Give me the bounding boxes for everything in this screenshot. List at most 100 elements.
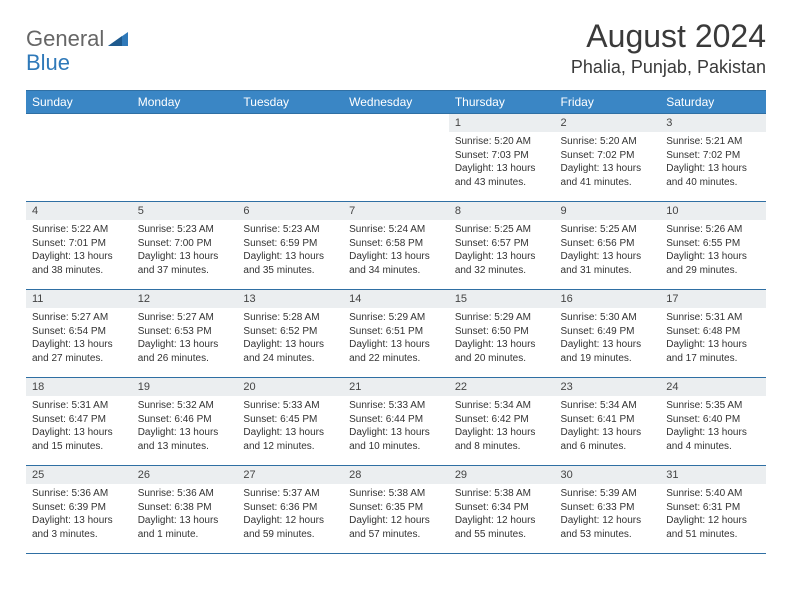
day-info: Sunrise: 5:26 AMSunset: 6:55 PMDaylight:… [660,220,766,281]
day-cell: 10Sunrise: 5:26 AMSunset: 6:55 PMDayligh… [660,202,766,290]
day-info: Sunrise: 5:31 AMSunset: 6:47 PMDaylight:… [26,396,132,457]
day-header: Saturday [660,91,766,114]
day-header: Sunday [26,91,132,114]
day-info: Sunrise: 5:34 AMSunset: 6:41 PMDaylight:… [555,396,661,457]
day-cell: 29Sunrise: 5:38 AMSunset: 6:34 PMDayligh… [449,466,555,554]
day-number: 26 [132,466,238,484]
day-number: 9 [555,202,661,220]
logo-text-blue: Blue [26,50,70,75]
day-cell: 25Sunrise: 5:36 AMSunset: 6:39 PMDayligh… [26,466,132,554]
day-info: Sunrise: 5:29 AMSunset: 6:50 PMDaylight:… [449,308,555,369]
day-header: Tuesday [237,91,343,114]
day-header: Wednesday [343,91,449,114]
day-info: Sunrise: 5:33 AMSunset: 6:44 PMDaylight:… [343,396,449,457]
day-info: Sunrise: 5:24 AMSunset: 6:58 PMDaylight:… [343,220,449,281]
day-info: Sunrise: 5:36 AMSunset: 6:38 PMDaylight:… [132,484,238,545]
day-cell: 12Sunrise: 5:27 AMSunset: 6:53 PMDayligh… [132,290,238,378]
day-info: Sunrise: 5:31 AMSunset: 6:48 PMDaylight:… [660,308,766,369]
calendar-row: 25Sunrise: 5:36 AMSunset: 6:39 PMDayligh… [26,466,766,554]
day-cell: 9Sunrise: 5:25 AMSunset: 6:56 PMDaylight… [555,202,661,290]
day-info: Sunrise: 5:37 AMSunset: 6:36 PMDaylight:… [237,484,343,545]
empty-cell [343,114,449,202]
day-info: Sunrise: 5:35 AMSunset: 6:40 PMDaylight:… [660,396,766,457]
day-info: Sunrise: 5:29 AMSunset: 6:51 PMDaylight:… [343,308,449,369]
day-cell: 31Sunrise: 5:40 AMSunset: 6:31 PMDayligh… [660,466,766,554]
day-info: Sunrise: 5:30 AMSunset: 6:49 PMDaylight:… [555,308,661,369]
day-number: 2 [555,114,661,132]
day-number: 4 [26,202,132,220]
day-number: 31 [660,466,766,484]
day-info: Sunrise: 5:20 AMSunset: 7:02 PMDaylight:… [555,132,661,193]
day-number: 8 [449,202,555,220]
day-number: 11 [26,290,132,308]
day-cell: 4Sunrise: 5:22 AMSunset: 7:01 PMDaylight… [26,202,132,290]
day-header: Thursday [449,91,555,114]
day-info: Sunrise: 5:38 AMSunset: 6:35 PMDaylight:… [343,484,449,545]
day-header-row: SundayMondayTuesdayWednesdayThursdayFrid… [26,91,766,114]
day-cell: 1Sunrise: 5:20 AMSunset: 7:03 PMDaylight… [449,114,555,202]
day-number: 3 [660,114,766,132]
brand-logo: General [26,18,132,52]
month-title: August 2024 [571,18,766,55]
day-cell: 18Sunrise: 5:31 AMSunset: 6:47 PMDayligh… [26,378,132,466]
day-info: Sunrise: 5:27 AMSunset: 6:54 PMDaylight:… [26,308,132,369]
day-number: 22 [449,378,555,396]
day-cell: 5Sunrise: 5:23 AMSunset: 7:00 PMDaylight… [132,202,238,290]
day-info: Sunrise: 5:33 AMSunset: 6:45 PMDaylight:… [237,396,343,457]
day-cell: 21Sunrise: 5:33 AMSunset: 6:44 PMDayligh… [343,378,449,466]
day-number: 17 [660,290,766,308]
day-number: 1 [449,114,555,132]
day-cell: 22Sunrise: 5:34 AMSunset: 6:42 PMDayligh… [449,378,555,466]
day-info: Sunrise: 5:23 AMSunset: 6:59 PMDaylight:… [237,220,343,281]
title-block: August 2024 Phalia, Punjab, Pakistan [571,18,766,78]
day-number: 27 [237,466,343,484]
day-info: Sunrise: 5:36 AMSunset: 6:39 PMDaylight:… [26,484,132,545]
day-info: Sunrise: 5:20 AMSunset: 7:03 PMDaylight:… [449,132,555,193]
day-cell: 23Sunrise: 5:34 AMSunset: 6:41 PMDayligh… [555,378,661,466]
calendar-row: 4Sunrise: 5:22 AMSunset: 7:01 PMDaylight… [26,202,766,290]
day-cell: 6Sunrise: 5:23 AMSunset: 6:59 PMDaylight… [237,202,343,290]
day-info: Sunrise: 5:25 AMSunset: 6:57 PMDaylight:… [449,220,555,281]
day-number: 18 [26,378,132,396]
day-number: 29 [449,466,555,484]
day-info: Sunrise: 5:34 AMSunset: 6:42 PMDaylight:… [449,396,555,457]
day-info: Sunrise: 5:27 AMSunset: 6:53 PMDaylight:… [132,308,238,369]
day-header: Friday [555,91,661,114]
day-info: Sunrise: 5:28 AMSunset: 6:52 PMDaylight:… [237,308,343,369]
day-info: Sunrise: 5:23 AMSunset: 7:00 PMDaylight:… [132,220,238,281]
day-cell: 11Sunrise: 5:27 AMSunset: 6:54 PMDayligh… [26,290,132,378]
day-number: 25 [26,466,132,484]
day-number: 5 [132,202,238,220]
day-cell: 24Sunrise: 5:35 AMSunset: 6:40 PMDayligh… [660,378,766,466]
day-cell: 15Sunrise: 5:29 AMSunset: 6:50 PMDayligh… [449,290,555,378]
day-cell: 16Sunrise: 5:30 AMSunset: 6:49 PMDayligh… [555,290,661,378]
day-number: 28 [343,466,449,484]
day-cell: 19Sunrise: 5:32 AMSunset: 6:46 PMDayligh… [132,378,238,466]
day-number: 21 [343,378,449,396]
day-cell: 14Sunrise: 5:29 AMSunset: 6:51 PMDayligh… [343,290,449,378]
day-cell: 13Sunrise: 5:28 AMSunset: 6:52 PMDayligh… [237,290,343,378]
calendar-row: 1Sunrise: 5:20 AMSunset: 7:03 PMDaylight… [26,114,766,202]
day-info: Sunrise: 5:32 AMSunset: 6:46 PMDaylight:… [132,396,238,457]
day-info: Sunrise: 5:25 AMSunset: 6:56 PMDaylight:… [555,220,661,281]
day-info: Sunrise: 5:21 AMSunset: 7:02 PMDaylight:… [660,132,766,193]
logo-triangle-icon [108,30,130,48]
day-number: 19 [132,378,238,396]
day-cell: 7Sunrise: 5:24 AMSunset: 6:58 PMDaylight… [343,202,449,290]
day-number: 15 [449,290,555,308]
day-info: Sunrise: 5:40 AMSunset: 6:31 PMDaylight:… [660,484,766,545]
day-number: 6 [237,202,343,220]
day-header: Monday [132,91,238,114]
day-cell: 17Sunrise: 5:31 AMSunset: 6:48 PMDayligh… [660,290,766,378]
day-cell: 30Sunrise: 5:39 AMSunset: 6:33 PMDayligh… [555,466,661,554]
day-number: 20 [237,378,343,396]
logo-text-general: General [26,26,104,52]
day-number: 13 [237,290,343,308]
day-cell: 28Sunrise: 5:38 AMSunset: 6:35 PMDayligh… [343,466,449,554]
day-cell: 26Sunrise: 5:36 AMSunset: 6:38 PMDayligh… [132,466,238,554]
location: Phalia, Punjab, Pakistan [571,57,766,78]
day-cell: 20Sunrise: 5:33 AMSunset: 6:45 PMDayligh… [237,378,343,466]
calendar-row: 11Sunrise: 5:27 AMSunset: 6:54 PMDayligh… [26,290,766,378]
day-info: Sunrise: 5:38 AMSunset: 6:34 PMDaylight:… [449,484,555,545]
header: General August 2024 Phalia, Punjab, Paki… [26,18,766,78]
